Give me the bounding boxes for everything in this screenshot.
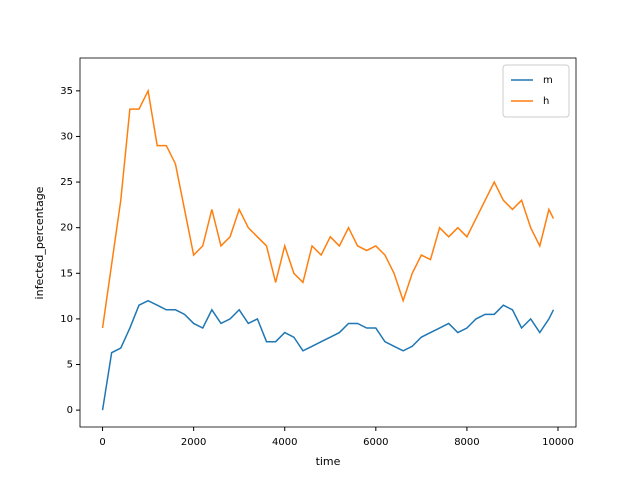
y-tick-label: 35 bbox=[60, 86, 73, 97]
y-axis-label: infected_percentage bbox=[33, 186, 46, 299]
x-tick-label: 2000 bbox=[181, 437, 206, 448]
x-tick-label: 8000 bbox=[454, 437, 479, 448]
x-axis-label: time bbox=[316, 455, 341, 468]
x-tick-label: 0 bbox=[99, 437, 105, 448]
y-tick-label: 15 bbox=[60, 268, 73, 279]
plot-frame bbox=[79, 57, 577, 428]
y-tick-label: 30 bbox=[60, 131, 73, 142]
y-tick-label: 5 bbox=[67, 360, 73, 371]
y-tick-label: 10 bbox=[60, 314, 73, 325]
legend-box bbox=[502, 64, 570, 118]
y-tick-label: 20 bbox=[60, 223, 73, 234]
x-tick-label: 6000 bbox=[363, 437, 388, 448]
x-tick-label: 4000 bbox=[272, 437, 297, 448]
line bbox=[101, 299, 555, 411]
legend-label: h bbox=[543, 96, 549, 107]
legend-label: m bbox=[543, 75, 553, 86]
y-tick-label: 0 bbox=[67, 405, 73, 416]
y-tick-label: 25 bbox=[60, 177, 73, 188]
line bbox=[101, 88, 555, 329]
x-tick-label: 10000 bbox=[542, 437, 574, 448]
